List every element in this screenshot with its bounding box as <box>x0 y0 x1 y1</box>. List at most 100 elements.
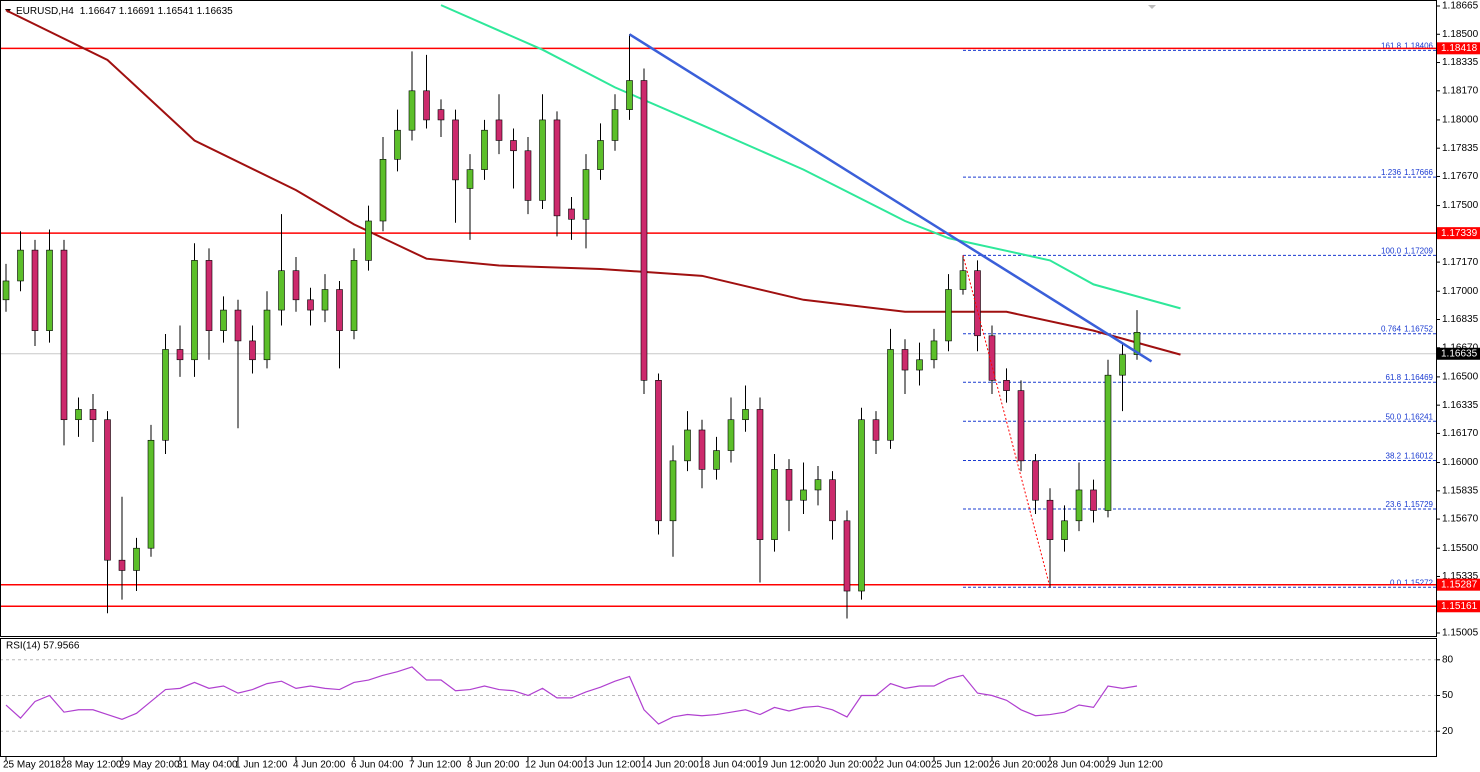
candle-body <box>843 520 851 592</box>
y-tick-label: 1.18665 <box>1442 1 1479 12</box>
candle-body <box>147 439 155 549</box>
fib-anchor <box>962 255 1051 588</box>
level-tag <box>1437 600 1480 613</box>
y-tick-label: 1.16335 <box>1442 400 1479 411</box>
y-tick-label: 1.15335 <box>1442 571 1479 582</box>
candle-body <box>1017 390 1025 462</box>
candle-body <box>510 140 517 152</box>
candle-body <box>582 169 590 220</box>
rsi-tick-label: 80 <box>1442 654 1454 665</box>
fib-price: 1.17666 <box>1404 168 1433 177</box>
candle-body <box>1075 489 1083 522</box>
fib-price: 1.15272 <box>1404 578 1433 587</box>
rsi-plot <box>1 659 1436 732</box>
y-tick-label: 1.18500 <box>1442 29 1479 40</box>
y-tick-label: 1.18170 <box>1442 85 1479 96</box>
candle-body <box>756 409 764 540</box>
y-tick-label: 1.17170 <box>1442 257 1479 268</box>
fib-level: 100.0 <box>1381 247 1402 256</box>
x-tick-label: 4 Jun 20:00 <box>293 760 346 771</box>
candle-body <box>437 109 445 121</box>
candle-body <box>539 119 546 201</box>
candle-body <box>481 129 488 170</box>
candle-body <box>626 80 633 110</box>
scroll-marker <box>1148 5 1156 9</box>
fib-label: 1.236 1.17666 <box>1381 168 1434 177</box>
y-tick-label: 1.17835 <box>1442 143 1479 154</box>
candle-body <box>263 309 271 361</box>
fib-level: 161.8 <box>1381 41 1402 50</box>
x-tick-label: 26 Jun 20:00 <box>989 760 1047 771</box>
y-tick-label: 1.16500 <box>1442 372 1479 383</box>
rsi-panel <box>0 638 1437 757</box>
candle-body <box>568 208 575 220</box>
candle-body <box>800 489 807 501</box>
y-tick-label: 1.15005 <box>1442 628 1479 639</box>
fib-level: 23.6 <box>1386 500 1402 509</box>
rsi-tick-label: 50 <box>1442 690 1454 701</box>
y-tick-label: 1.16170 <box>1442 428 1479 439</box>
candle-body <box>655 380 662 522</box>
fib-label: 0.0 1.15272 <box>1390 578 1434 587</box>
candle-body <box>553 119 561 217</box>
x-tick-label: 1 Jun 12:00 <box>235 760 288 771</box>
candle-body <box>350 260 358 331</box>
candle-body <box>1119 354 1126 376</box>
candle-body <box>524 150 532 201</box>
fib-label: 50.0 1.16241 <box>1386 412 1434 421</box>
candle-body <box>640 80 648 381</box>
candle-body <box>611 109 619 141</box>
chart-title: EURUSD,H4 1.16647 1.16691 1.16541 1.16635 <box>16 6 233 17</box>
candle-body <box>60 249 68 421</box>
level-tag-label: 1.15287 <box>1441 579 1478 590</box>
candle-body <box>75 409 82 421</box>
candle-body <box>742 409 749 421</box>
y-tick-label: 1.17000 <box>1442 286 1479 297</box>
candle-body <box>1003 380 1010 391</box>
candle-body <box>901 349 909 371</box>
level-tag <box>1437 227 1480 240</box>
candle-body <box>423 90 430 121</box>
x-tick-label: 28 May 12:00 <box>61 760 122 771</box>
x-tick-label: 12 Jun 04:00 <box>525 760 583 771</box>
x-tick-label: 18 Jun 04:00 <box>699 760 757 771</box>
moving-average <box>440 4 1181 310</box>
fib-price: 1.16241 <box>1404 412 1433 421</box>
rsi-line <box>5 666 1138 725</box>
y-tick-label: 1.15500 <box>1442 543 1479 554</box>
fib-label: 23.6 1.15729 <box>1386 500 1434 509</box>
x-tick-label: 8 Jun 20:00 <box>467 760 520 771</box>
candle-body <box>31 249 39 331</box>
x-tick-label: 14 Jun 20:00 <box>641 760 699 771</box>
candle-body <box>321 289 329 311</box>
candle-body <box>118 559 126 571</box>
ohlc-header: 1.16647 1.16691 1.16541 1.16635 <box>80 6 233 17</box>
x-tick-label: 29 Jun 12:00 <box>1105 760 1163 771</box>
fib-label: 38.2 1.16012 <box>1386 452 1434 461</box>
candle-body <box>814 479 822 491</box>
x-tick-label: 25 Jun 12:00 <box>931 760 989 771</box>
moving-average <box>5 9 1181 356</box>
y-tick-label: 1.18000 <box>1442 115 1479 126</box>
rsi-label: RSI(14) 57.9566 <box>6 641 80 652</box>
candle-body <box>191 260 198 361</box>
fib-level: 61.8 <box>1386 373 1402 382</box>
y-tick-label: 1.18335 <box>1442 57 1479 68</box>
y-tick-label: 1.15835 <box>1442 485 1479 496</box>
candle-body <box>278 270 285 311</box>
fib-price: 1.18406 <box>1404 41 1433 50</box>
candle-body <box>292 270 300 301</box>
candle-body <box>365 220 372 261</box>
candle-body <box>307 299 314 311</box>
level-tag <box>1437 578 1480 591</box>
fib-price: 1.17209 <box>1404 247 1433 256</box>
candle-body <box>1032 460 1039 501</box>
x-tick-label: 28 Jun 04:00 <box>1047 760 1105 771</box>
x-tick-label: 25 May 2018 <box>3 760 61 771</box>
fib-level: 38.2 <box>1386 452 1402 461</box>
candle-body <box>495 119 503 141</box>
candle-body <box>930 340 938 361</box>
candle-body <box>1104 374 1112 511</box>
symbol: EURUSD,H4 <box>16 6 74 17</box>
